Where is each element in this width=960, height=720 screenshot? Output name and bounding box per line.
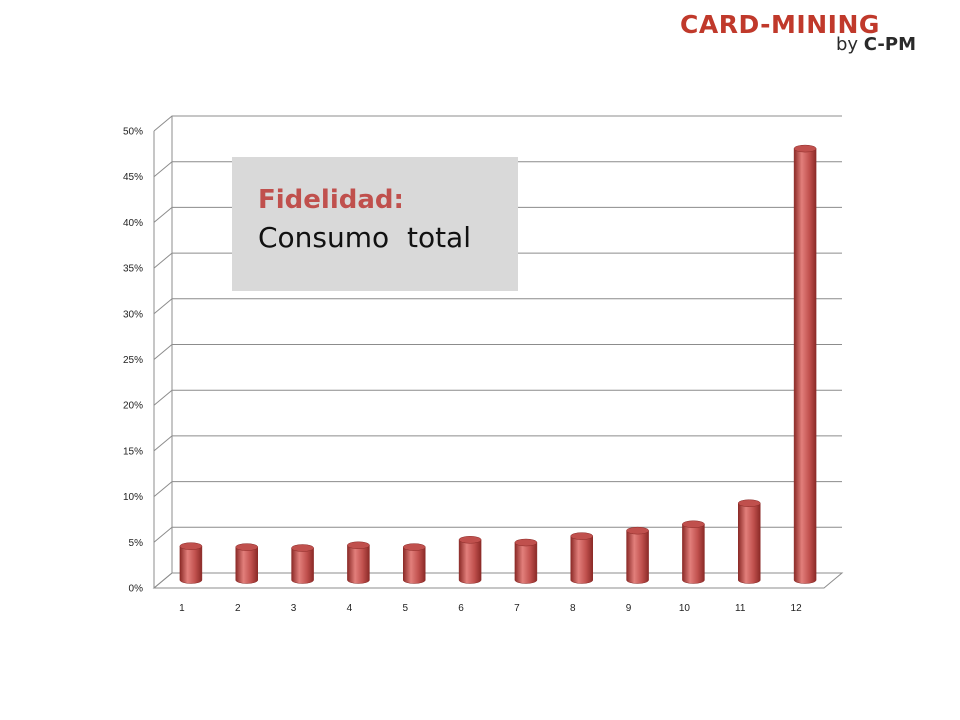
callout-box: Fidelidad: Consumo total: [232, 157, 518, 291]
x-tick-label: 4: [347, 603, 353, 614]
company-logo: CARD-MINING by C-PM: [676, 10, 922, 56]
x-tick-label: 9: [626, 603, 632, 614]
bar-top: [458, 536, 482, 544]
bar-top: [403, 543, 426, 551]
logo-brand-text: CARD-MINING: [680, 10, 880, 39]
x-tick-label: 6: [458, 603, 464, 614]
chart-gridlines: [153, 115, 842, 589]
y-tick-label: 10%: [123, 492, 143, 503]
bar-top: [682, 520, 705, 528]
bar-top: [738, 499, 761, 507]
logo-by-text: by: [835, 34, 859, 55]
bar: [403, 546, 426, 584]
gridline: [153, 435, 842, 452]
x-tick-label: 8: [570, 603, 576, 614]
y-tick-label: 25%: [123, 355, 143, 366]
bar: [514, 542, 538, 584]
x-tick-label: 3: [291, 603, 297, 614]
gridline: [153, 115, 842, 132]
bar-top: [793, 144, 817, 153]
bar: [570, 535, 593, 584]
logo-byline: by C-PM: [836, 34, 916, 55]
y-tick-label: 0%: [129, 584, 144, 595]
y-tick-label: 50%: [123, 127, 143, 138]
y-tick-label: 45%: [123, 172, 143, 183]
y-axis-tick-labels: 0% 5% 10% 15% 20% 25% 30% 35% 40% 45% 50%: [123, 127, 143, 595]
bar-top: [514, 538, 538, 547]
x-tick-label: 10: [679, 603, 691, 614]
logo-company-text: C-PM: [863, 34, 916, 55]
bar: [793, 148, 817, 584]
bar: [682, 523, 705, 584]
bar: [179, 545, 203, 584]
x-tick-label: 12: [791, 603, 803, 614]
gridline: [153, 344, 842, 360]
y-tick-label: 40%: [123, 218, 143, 229]
gridline: [153, 298, 842, 315]
gridline: [153, 161, 842, 178]
x-axis-tick-labels: 1 2 3 4 5 6 7 8 9 10 11 12: [179, 603, 802, 614]
bar: [458, 539, 482, 584]
x-tick-label: 5: [402, 603, 408, 614]
gridline: [153, 389, 842, 406]
bar-top: [570, 532, 593, 540]
gridline: [153, 252, 842, 269]
bar-top: [626, 526, 649, 535]
bar-top: [347, 541, 370, 550]
bar-top: [179, 542, 203, 550]
gridline: [153, 572, 842, 589]
y-tick-label: 30%: [123, 309, 143, 320]
x-tick-label: 1: [179, 603, 185, 614]
bar-top: [235, 543, 258, 551]
x-tick-label: 7: [514, 603, 520, 614]
bar: [738, 502, 761, 584]
bar: [235, 546, 258, 584]
x-tick-label: 2: [235, 603, 241, 614]
gridline: [153, 526, 842, 543]
y-tick-label: 5%: [129, 538, 144, 549]
bar-top: [291, 544, 314, 552]
bar: [291, 547, 314, 584]
gridline: [153, 206, 842, 223]
bar: [347, 545, 370, 584]
bar: [626, 530, 649, 584]
x-tick-label: 11: [735, 603, 746, 614]
callout-subtitle: Consumo total: [258, 221, 471, 254]
y-tick-label: 15%: [123, 446, 143, 457]
y-tick-label: 35%: [123, 264, 143, 275]
gridline: [153, 481, 842, 497]
chart-bars: [179, 144, 817, 584]
callout-heading: Fidelidad:: [258, 185, 404, 215]
y-tick-label: 20%: [123, 401, 143, 412]
